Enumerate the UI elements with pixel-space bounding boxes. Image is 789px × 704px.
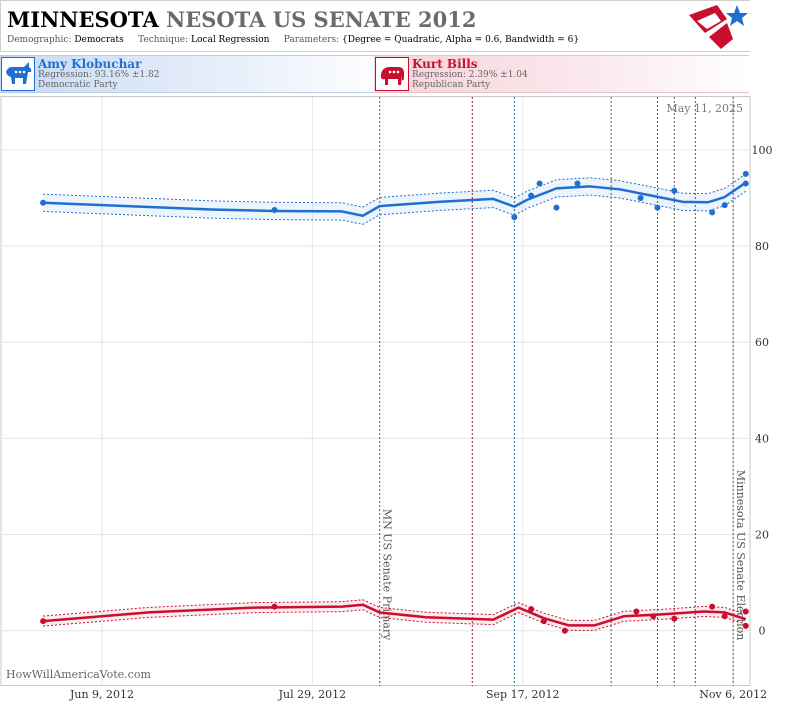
gridlines	[1, 97, 750, 686]
data-point	[40, 199, 47, 206]
x-tick-label: Jul 29, 2012	[278, 688, 347, 701]
y-tick-label: 0	[759, 625, 766, 638]
candidate-panel-rep: Kurt Bills Regression: 2.39% ±1.04 Repub…	[374, 55, 749, 93]
data-point	[540, 618, 547, 625]
data-point	[709, 209, 716, 216]
plot-frame	[0, 96, 751, 686]
data-point	[633, 608, 640, 615]
data-point	[742, 608, 749, 615]
x-axis-labels: Jun 9, 2012 Jul 29, 2012 Sep 17, 2012 Nov 6…	[69, 688, 767, 701]
chart-header: MINNESOTA NESOTA US SENATE 2012 Demograp…	[0, 0, 750, 52]
data-point	[671, 187, 678, 194]
data-point	[721, 202, 728, 209]
data-point	[671, 615, 678, 622]
data-point	[574, 180, 581, 187]
title-state: MINNESOTA	[7, 7, 159, 32]
y-axis-labels: 0 20 40 60 80 100	[752, 144, 773, 638]
x-tick-label: Sep 17, 2012	[486, 688, 560, 701]
data-point	[528, 606, 535, 613]
y-tick-label: 20	[755, 529, 769, 542]
data-point	[654, 204, 661, 211]
y-tick-label: 60	[755, 336, 769, 349]
data-point	[742, 622, 749, 629]
parameters-value: {Degree = Quadratic, Alpha = 0.6, Bandwi…	[342, 35, 580, 45]
elephant-icon	[375, 57, 409, 91]
data-point	[721, 613, 728, 620]
x-tick-label: Nov 6, 2012	[699, 688, 767, 701]
data-point	[709, 603, 716, 610]
data-point	[536, 180, 543, 187]
rep-candidate-name: Kurt Bills	[412, 57, 478, 71]
y-tick-label: 100	[752, 144, 773, 157]
star-flag-logo-icon	[689, 5, 748, 49]
poll-points	[40, 170, 749, 634]
event-label: Minnesota US Senate Election	[734, 470, 747, 640]
data-point	[650, 613, 657, 620]
data-point	[742, 180, 749, 187]
demographic-value: Democrats	[74, 35, 124, 45]
data-point	[40, 618, 47, 625]
data-point	[271, 603, 278, 610]
technique-label: Technique:	[138, 35, 189, 45]
data-point	[561, 627, 568, 634]
parameters-label: Parameters:	[283, 35, 340, 45]
demographic-label: Demographic:	[7, 35, 72, 45]
data-point	[528, 192, 535, 199]
date-stamp: May 11, 2025	[666, 102, 743, 115]
band-upper-line	[43, 599, 746, 621]
x-tick-label: Jun 9, 2012	[69, 688, 134, 701]
watermark: HowWillAmericaVote.com	[6, 668, 151, 681]
band-lower-line	[43, 609, 746, 631]
title-race: NESOTA US SENATE 2012	[166, 7, 477, 32]
event-lines: MN US Senate Primary Minnesota US Senate …	[379, 97, 747, 686]
data-point	[553, 204, 560, 211]
dem-regression: Regression: 93.16% ±1.82	[38, 70, 160, 80]
dem-party: Democratic Party	[38, 80, 118, 90]
event-label: MN US Senate Primary	[381, 509, 394, 641]
polling-chart: MN US Senate Primary Minnesota US Senate …	[0, 96, 773, 701]
y-tick-label: 80	[755, 240, 769, 253]
data-point	[511, 214, 518, 221]
parameters-line: Demographic: Democrats Technique: Local …	[7, 35, 579, 45]
band-upper-line	[43, 173, 747, 208]
data-point	[637, 194, 644, 201]
candidate-panel-dem: Amy Klobuchar Regression: 93.16% ±1.82 D…	[0, 55, 394, 93]
page-title: MINNESOTA NESOTA US SENATE 2012	[7, 7, 476, 32]
y-tick-label: 40	[755, 432, 769, 445]
trend-line	[42, 603, 747, 627]
rep-party: Republican Party	[412, 80, 491, 90]
technique-value: Local Regression	[191, 35, 270, 45]
rep-regression: Regression: 2.39% ±1.04	[412, 70, 528, 80]
data-point	[271, 206, 278, 213]
donkey-icon	[1, 57, 35, 91]
data-point	[742, 170, 749, 177]
dem-candidate-name: Amy Klobuchar	[38, 57, 142, 71]
